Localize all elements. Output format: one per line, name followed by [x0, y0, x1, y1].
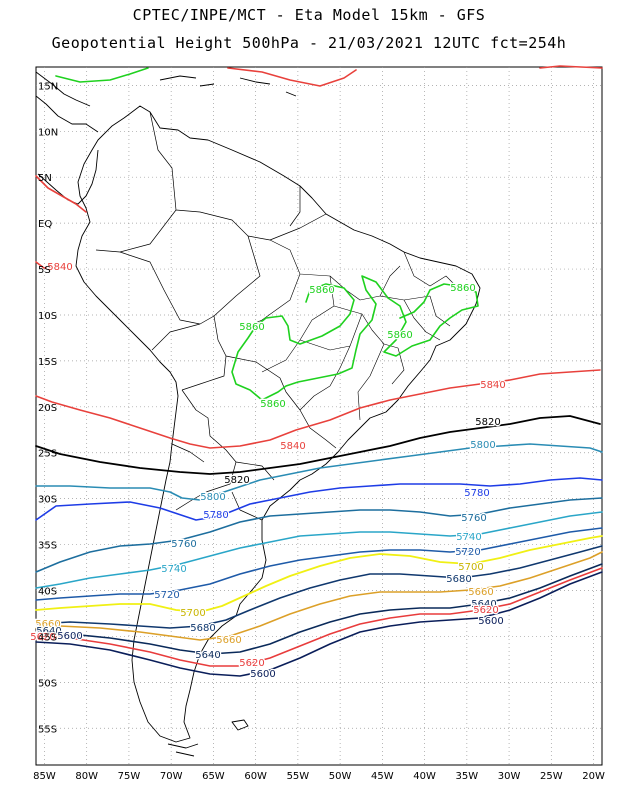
contour-label-5700: 5700 — [458, 562, 483, 573]
lon-tick-label: 70W — [160, 771, 183, 782]
contour-labels: 5860 5860 5860 5860 5860 5840 5840 5840 5820 5820… — [29, 261, 507, 682]
contour-label-5600: 5600 — [478, 616, 503, 627]
contour-5780 — [35, 477, 603, 521]
lat-tick-label: 5S — [38, 265, 51, 276]
geopotential-contours — [35, 65, 603, 677]
lat-tick-label: 20S — [38, 403, 57, 414]
contour-5740 — [35, 511, 603, 589]
contour-label-5660: 5660 — [216, 635, 241, 646]
contour-label-5740: 5740 — [161, 564, 186, 575]
contour-label-5640: 5640 — [36, 626, 61, 637]
contour-label-5840: 5840 — [280, 441, 305, 452]
lon-tick-label: 45W — [371, 771, 394, 782]
contour-5640 — [35, 563, 603, 655]
lon-tick-label: 60W — [244, 771, 267, 782]
lon-tick-label: 80W — [75, 771, 98, 782]
lon-tick-label: 85W — [33, 771, 56, 782]
contour-5720 — [35, 527, 603, 601]
lat-tick-label: 50S — [38, 678, 57, 689]
contour-label-5820: 5820 — [224, 475, 249, 486]
contour-5840-north — [35, 65, 603, 269]
lat-tick-label: 10S — [38, 311, 57, 322]
lat-tick-label: EQ — [38, 219, 52, 230]
contour-label-5760: 5760 — [171, 539, 196, 550]
lon-tick-label: 75W — [118, 771, 141, 782]
contour-label-5800: 5800 — [470, 440, 495, 451]
lon-tick-label: 30W — [498, 771, 521, 782]
contour-label-5860: 5860 — [239, 322, 264, 333]
contour-label-5620: 5620 — [239, 658, 264, 669]
contour-label-5860: 5860 — [387, 330, 412, 341]
contour-label-5620: 5620 — [30, 632, 55, 643]
contour-5760 — [35, 497, 603, 573]
contour-label-5860: 5860 — [309, 285, 334, 296]
contour-label-5820: 5820 — [475, 417, 500, 428]
contour-5800 — [35, 443, 603, 501]
contour-label-5840: 5840 — [47, 262, 72, 273]
tierra-del-fuego — [167, 743, 199, 757]
caribbean-islands — [159, 75, 297, 97]
contour-label-5660: 5660 — [468, 587, 493, 598]
south-america-coastline — [75, 105, 481, 743]
contour-label-5680: 5680 — [190, 623, 215, 634]
contour-label-5640: 5640 — [195, 650, 220, 661]
lat-tick-label: 5N — [38, 173, 52, 184]
lat-tick-label: 30S — [38, 495, 57, 506]
lat-tick-label: 15N — [38, 81, 58, 92]
contour-label-5600: 5600 — [250, 669, 275, 680]
contour-label-5660: 5660 — [35, 619, 60, 630]
central-america-coast — [35, 71, 99, 205]
contour-5860-north — [55, 67, 149, 83]
contour-label-5720: 5720 — [154, 590, 179, 601]
contour-5620 — [35, 567, 603, 667]
contour-label-5720: 5720 — [455, 547, 480, 558]
contour-label-5780: 5780 — [203, 510, 228, 521]
contour-label-5680: 5680 — [446, 574, 471, 585]
lat-tick-label: 10N — [38, 127, 58, 138]
contour-label-5860: 5860 — [450, 283, 475, 294]
lat-tick-label: 40S — [38, 587, 57, 598]
lon-tick-label: 20W — [582, 771, 605, 782]
falkland-islands — [231, 719, 249, 731]
contour-5680 — [35, 545, 603, 629]
contour-label-5640: 5640 — [471, 599, 496, 610]
contour-label-5600: 5600 — [57, 631, 82, 642]
map-title: CPTEC/INPE/MCT - Eta Model 15km - GFS — [132, 6, 486, 24]
map-subtitle: Geopotential Height 500hPa - 21/03/2021 … — [51, 34, 567, 52]
contour-5600 — [35, 571, 603, 677]
lat-tick-label: 15S — [38, 357, 57, 368]
coastlines-borders — [35, 71, 481, 757]
lon-tick-label: 55W — [287, 771, 310, 782]
contour-label-5860: 5860 — [260, 399, 285, 410]
contour-label-5620: 5620 — [473, 605, 498, 616]
axis-ticks: 15N 10N 5N EQ 5S 10S 15S 20S 25S 30S 35S 40S 45S 50S 5… — [33, 81, 605, 782]
lat-tick-label: 55S — [38, 724, 57, 735]
contour-5700 — [35, 535, 603, 613]
contour-5660 — [35, 551, 603, 641]
contour-label-5840: 5840 — [480, 380, 505, 391]
country-borders — [95, 111, 337, 521]
map-frame — [35, 66, 603, 766]
lat-tick-label: 35S — [38, 541, 57, 552]
contour-label-5740: 5740 — [456, 532, 481, 543]
contour-5820 — [35, 415, 601, 475]
contour-5860-central — [231, 275, 479, 401]
contour-label-5780: 5780 — [464, 488, 489, 499]
contour-label-5800: 5800 — [200, 492, 225, 503]
contour-label-5760: 5760 — [461, 513, 486, 524]
contour-5840 — [35, 369, 601, 449]
lon-tick-label: 65W — [202, 771, 225, 782]
contour-label-5700: 5700 — [180, 608, 205, 619]
lon-tick-label: 50W — [329, 771, 352, 782]
lat-tick-label: 25S — [38, 449, 57, 460]
lon-tick-label: 40W — [413, 771, 436, 782]
lat-tick-label: 45S — [38, 632, 57, 643]
lon-tick-label: 25W — [540, 771, 563, 782]
lon-tick-label: 35W — [456, 771, 479, 782]
